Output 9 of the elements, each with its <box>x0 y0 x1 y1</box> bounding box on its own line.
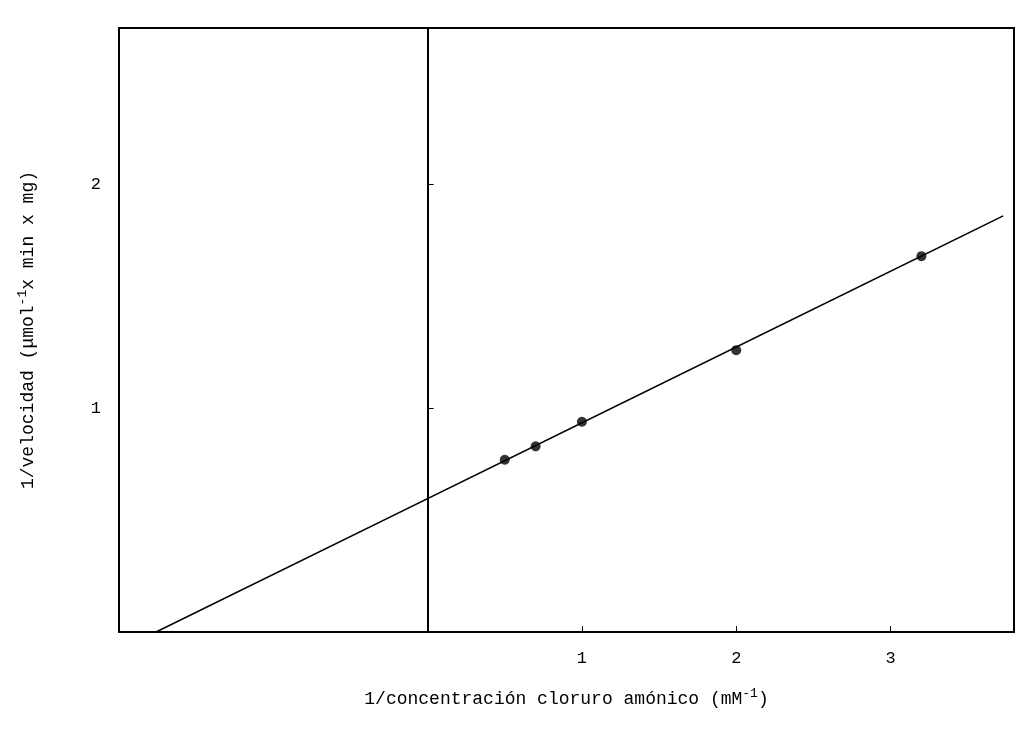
point <box>499 454 510 465</box>
point <box>731 345 742 356</box>
point <box>576 416 587 427</box>
x-tick-label: 1 <box>576 649 588 668</box>
x-tick-label: 3 <box>885 649 896 668</box>
y-axis-title: 1/velocidad (μmol-1x min x mg) <box>15 170 38 490</box>
x-tick-label: 2 <box>731 649 742 668</box>
point <box>916 251 927 262</box>
point <box>530 441 541 452</box>
